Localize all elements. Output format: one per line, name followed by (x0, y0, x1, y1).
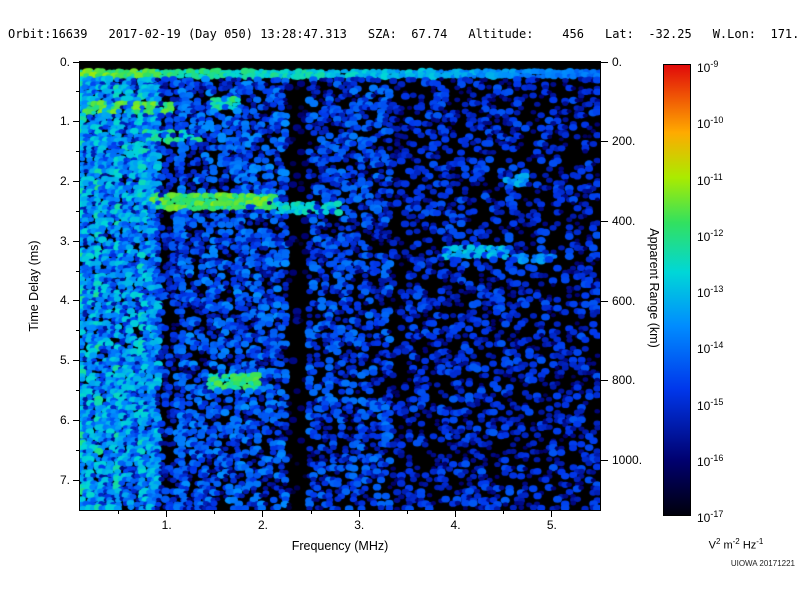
x-tick-label: 4. (450, 518, 461, 532)
y2-tick-mark (601, 460, 608, 462)
x-minor-tick-mark (503, 511, 505, 514)
x-tick-label: 1. (161, 518, 172, 532)
y2-tick-mark (601, 141, 608, 143)
y-tick-label: 1. (59, 114, 70, 129)
x-tick-mark (551, 511, 553, 517)
colorbar-gradient (663, 64, 691, 516)
y-tick-label: 4. (59, 293, 70, 308)
header-info: Orbit:16639 2017-02-19 (Day 050) 13:28:4… (8, 27, 800, 41)
y-minor-tick-mark (76, 449, 79, 451)
y2-axis-title: Apparent Range (km) (647, 228, 661, 348)
datetime-label: 2017-02-19 (Day 050) 13:28:47.313 (108, 27, 347, 41)
colorbar-tick-label: 10-10 (697, 115, 724, 132)
altitude-label: Altitude: 456 (468, 27, 584, 41)
x-tick-mark (358, 511, 360, 517)
sza-label: SZA: 67.74 (367, 27, 448, 41)
y-minor-tick-mark (76, 270, 79, 272)
x-minor-tick-mark (310, 511, 312, 514)
x-tick-label: 5. (546, 518, 557, 532)
y-tick-mark (73, 180, 79, 182)
y-tick-mark (73, 121, 79, 123)
y-tick-mark (73, 61, 79, 63)
y2-tick-label: 0. (612, 54, 623, 69)
y-minor-tick-mark (76, 330, 79, 332)
x-minor-tick-mark (118, 511, 120, 514)
colorbar-tick-label: 10-16 (697, 452, 724, 469)
y2-tick-label: 400. (612, 213, 636, 228)
y2-tick-mark (601, 220, 608, 222)
colorbar-tick-label: 10-9 (697, 59, 719, 75)
y-tick-label: 5. (59, 353, 70, 368)
y-tick-label: 3. (59, 233, 70, 248)
y2-tick-label: 600. (612, 293, 636, 308)
y-tick-mark (73, 419, 79, 421)
colorbar-tick-label: 10-14 (697, 340, 724, 357)
west-longitude-label: W.Lon: 171.98 (712, 27, 800, 41)
y-axis-title: Time Delay (ms) (27, 240, 41, 332)
y-tick-label: 7. (59, 472, 70, 487)
y-minor-tick-mark (76, 210, 79, 212)
x-axis-title: Frequency (MHz) (291, 539, 389, 553)
y-minor-tick-mark (76, 91, 79, 93)
colorbar-units-label: V2 m-2 Hz-1 (708, 537, 764, 552)
x-tick-mark (455, 511, 457, 517)
y-tick-mark (73, 479, 79, 481)
y-tick-label: 0. (59, 54, 70, 69)
colorbar-tick-label: 10-12 (697, 227, 724, 244)
y-minor-tick-mark (76, 390, 79, 392)
orbit-label: Orbit:16639 (8, 27, 88, 41)
y2-tick-label: 1000. (612, 453, 643, 468)
y-tick-mark (73, 360, 79, 362)
y-tick-label: 2. (59, 173, 70, 188)
x-minor-tick-mark (214, 511, 216, 514)
x-tick-mark (166, 511, 168, 517)
y-tick-label: 6. (59, 412, 70, 427)
y2-tick-label: 200. (612, 134, 636, 149)
spectrogram-plot-frame (79, 61, 601, 511)
y2-tick-mark (601, 300, 608, 302)
y-tick-mark (73, 240, 79, 242)
y-minor-tick-mark (76, 151, 79, 153)
spectrogram-canvas (80, 62, 600, 510)
y2-tick-mark (601, 61, 608, 63)
colorbar-tick-label: 10-13 (697, 284, 724, 300)
colorbar-tick-label: 10-11 (697, 171, 723, 188)
x-tick-label: 3. (354, 518, 365, 532)
watermark: UIOWA 20171221 (730, 559, 795, 568)
x-minor-tick-mark (406, 511, 408, 514)
latitude-label: Lat: -32.25 (604, 27, 692, 41)
y2-tick-label: 800. (612, 373, 636, 388)
colorbar-tick-label: 10-15 (697, 396, 724, 413)
y-tick-mark (73, 300, 79, 302)
colorbar-tick-label: 10-17 (697, 509, 724, 525)
x-tick-mark (262, 511, 264, 517)
y2-tick-mark (601, 380, 608, 382)
x-tick-label: 2. (257, 518, 268, 532)
